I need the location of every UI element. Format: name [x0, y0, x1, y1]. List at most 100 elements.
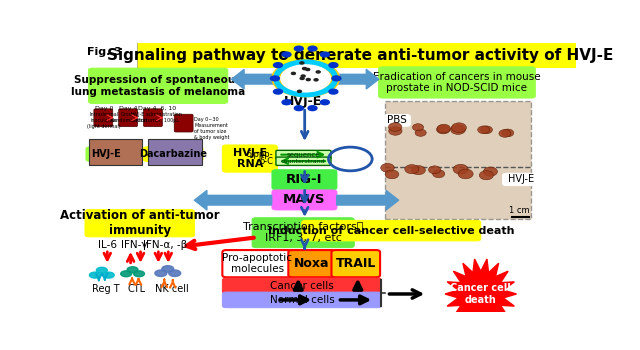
Text: Fig. 3: Fig. 3	[88, 47, 122, 57]
Text: sequence: sequence	[286, 152, 320, 158]
Text: HVJ-E: HVJ-E	[284, 95, 323, 108]
Text: IL-6: IL-6	[98, 240, 116, 251]
Text: IFN-α, -β: IFN-α, -β	[143, 240, 188, 251]
Circle shape	[298, 90, 301, 92]
Circle shape	[281, 65, 330, 92]
Ellipse shape	[415, 129, 426, 136]
Ellipse shape	[451, 123, 467, 133]
Circle shape	[300, 62, 304, 64]
Ellipse shape	[412, 166, 426, 175]
Ellipse shape	[428, 166, 441, 174]
Circle shape	[162, 266, 173, 272]
FancyBboxPatch shape	[502, 173, 540, 186]
Ellipse shape	[458, 169, 473, 179]
Text: Suppression of spontaneous
lung metastasis of melanoma: Suppression of spontaneous lung metastas…	[71, 75, 245, 97]
Text: Transcription factors：
IRF1, 3, 7, etc: Transcription factors： IRF1, 3, 7, etc	[243, 222, 364, 244]
FancyBboxPatch shape	[276, 150, 331, 159]
Text: Group
Randomization: Group Randomization	[110, 112, 147, 123]
FancyBboxPatch shape	[222, 145, 277, 172]
Text: HVJ-E administration
Intratumor, 100μL: HVJ-E administration Intratumor, 100μL	[131, 112, 182, 123]
Text: Cancer cell
death: Cancer cell death	[451, 283, 511, 305]
FancyBboxPatch shape	[86, 147, 126, 161]
Circle shape	[314, 79, 318, 81]
FancyBboxPatch shape	[222, 278, 381, 294]
Circle shape	[300, 77, 304, 79]
FancyBboxPatch shape	[137, 43, 576, 68]
Text: RIG-I: RIG-I	[286, 173, 323, 186]
Circle shape	[97, 267, 108, 273]
Circle shape	[303, 68, 307, 70]
Circle shape	[294, 46, 303, 51]
Text: Induction of cancer cell-selective death: Induction of cancer cell-selective death	[268, 226, 515, 236]
Text: Pro-apoptotic
molecules: Pro-apoptotic molecules	[222, 253, 292, 274]
Text: HVJ-E
RNA: HVJ-E RNA	[233, 148, 267, 169]
Circle shape	[332, 76, 341, 81]
Text: Normal cells: Normal cells	[269, 295, 334, 305]
FancyBboxPatch shape	[118, 109, 138, 127]
Text: Reg T: Reg T	[92, 284, 120, 294]
FancyBboxPatch shape	[89, 139, 143, 164]
Text: Noxa: Noxa	[294, 257, 330, 270]
Circle shape	[308, 46, 317, 51]
FancyBboxPatch shape	[272, 190, 337, 210]
Ellipse shape	[381, 163, 394, 172]
FancyArrowPatch shape	[337, 190, 399, 210]
Text: Day 4, 6, 10: Day 4, 6, 10	[138, 106, 176, 111]
Ellipse shape	[502, 129, 514, 137]
Circle shape	[306, 68, 310, 71]
Text: PBS: PBS	[387, 116, 407, 125]
FancyBboxPatch shape	[252, 218, 355, 248]
Text: Signaling pathway to generate anti-tumor activity of HVJ-E: Signaling pathway to generate anti-tumor…	[107, 48, 613, 63]
Circle shape	[155, 270, 167, 276]
Text: HVJ-E: HVJ-E	[508, 174, 534, 184]
Ellipse shape	[388, 123, 402, 131]
FancyArrowPatch shape	[336, 69, 379, 89]
Circle shape	[308, 106, 317, 111]
Ellipse shape	[388, 127, 402, 135]
Ellipse shape	[385, 170, 399, 179]
FancyBboxPatch shape	[85, 210, 195, 237]
Circle shape	[103, 272, 114, 278]
Circle shape	[121, 271, 132, 277]
FancyBboxPatch shape	[288, 250, 335, 277]
FancyArrowPatch shape	[232, 69, 276, 89]
Text: Dacarbazine: Dacarbazine	[139, 149, 207, 159]
FancyBboxPatch shape	[272, 170, 337, 190]
Circle shape	[127, 267, 138, 273]
Circle shape	[282, 52, 291, 57]
Ellipse shape	[477, 126, 490, 134]
Ellipse shape	[433, 170, 445, 178]
FancyBboxPatch shape	[94, 109, 113, 127]
Circle shape	[294, 106, 303, 111]
FancyBboxPatch shape	[88, 68, 228, 104]
FancyBboxPatch shape	[174, 114, 193, 132]
Ellipse shape	[405, 164, 419, 174]
Text: 5'ppp-: 5'ppp-	[247, 150, 273, 159]
FancyBboxPatch shape	[385, 101, 531, 218]
Circle shape	[90, 272, 100, 278]
Circle shape	[134, 271, 145, 277]
Text: CTL: CTL	[128, 284, 146, 294]
Circle shape	[321, 100, 330, 105]
Text: NK cell: NK cell	[155, 284, 189, 294]
FancyBboxPatch shape	[383, 114, 410, 126]
Text: Activation of anti-tumor
immunity: Activation of anti-tumor immunity	[60, 209, 220, 237]
Circle shape	[291, 72, 296, 75]
FancyBboxPatch shape	[278, 94, 328, 109]
Ellipse shape	[437, 124, 451, 133]
Ellipse shape	[451, 125, 465, 134]
FancyBboxPatch shape	[143, 109, 163, 127]
Ellipse shape	[453, 164, 468, 174]
Ellipse shape	[436, 125, 450, 134]
Text: IFN-γ: IFN-γ	[121, 240, 148, 251]
FancyBboxPatch shape	[379, 67, 535, 98]
Circle shape	[316, 71, 320, 73]
Text: Intradermal
inoculation
(light dermal): Intradermal inoculation (light dermal)	[87, 112, 120, 129]
Ellipse shape	[479, 171, 493, 180]
Circle shape	[329, 63, 338, 68]
Text: Day 0: Day 0	[95, 106, 113, 111]
Ellipse shape	[481, 126, 492, 134]
FancyArrowPatch shape	[195, 190, 271, 210]
FancyBboxPatch shape	[143, 147, 203, 161]
Text: Day 4: Day 4	[119, 106, 138, 111]
